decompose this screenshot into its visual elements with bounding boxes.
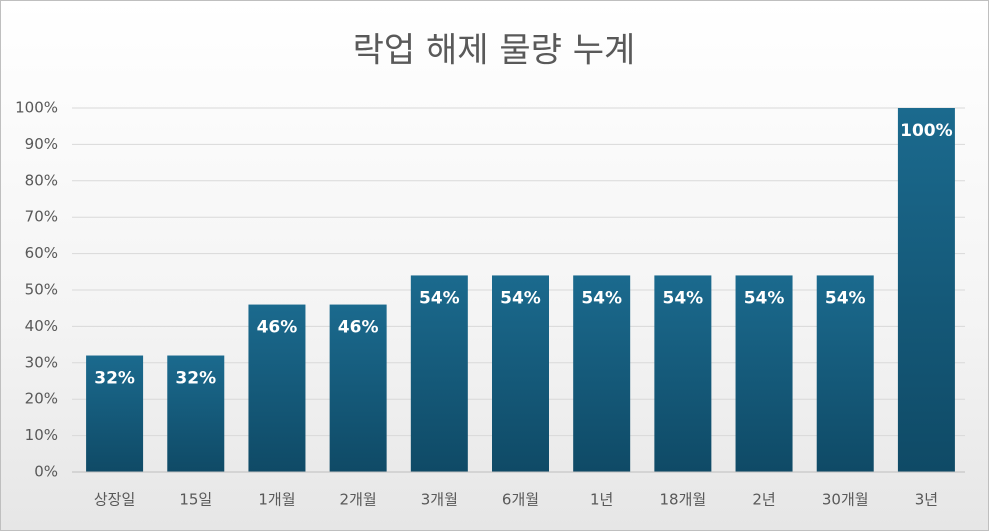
x-tick-label: 18개월	[660, 491, 707, 509]
chart-title: 락업 해제 물량 누계	[353, 31, 636, 71]
data-label: 46%	[257, 318, 298, 338]
data-label: 32%	[94, 369, 135, 389]
y-tick-label: 80%	[25, 171, 58, 189]
data-label: 32%	[175, 369, 216, 389]
y-tick-label: 10%	[25, 426, 58, 444]
data-label: 54%	[500, 288, 541, 308]
x-tick-label: 상장일	[94, 491, 135, 509]
data-label: 54%	[663, 288, 704, 308]
y-tick-label: 90%	[25, 135, 58, 153]
y-tick-label: 40%	[25, 317, 58, 335]
data-label: 54%	[744, 288, 785, 308]
data-label: 100%	[900, 121, 953, 141]
bar	[410, 275, 468, 472]
bar	[329, 304, 387, 472]
y-tick-label: 60%	[25, 244, 58, 262]
x-tick-label: 6개월	[502, 491, 539, 509]
bar	[654, 275, 712, 472]
x-tick-label: 30개월	[822, 491, 869, 509]
y-tick-label: 0%	[34, 463, 58, 481]
x-tick-label: 1년	[590, 491, 613, 509]
bar	[816, 275, 874, 472]
x-tick-label: 1개월	[258, 491, 295, 509]
data-label: 46%	[338, 318, 379, 338]
bar	[248, 304, 306, 472]
data-label: 54%	[825, 288, 866, 308]
x-tick-label: 3개월	[421, 491, 458, 509]
bar	[86, 355, 144, 472]
y-tick-label: 50%	[25, 281, 58, 299]
y-tick-label: 100%	[15, 99, 58, 117]
x-tick-label: 2년	[752, 491, 775, 509]
bar	[167, 355, 225, 472]
x-tick-label: 2개월	[340, 491, 377, 509]
bar	[735, 275, 793, 472]
x-tick-label: 15일	[179, 491, 212, 509]
data-label: 54%	[581, 288, 622, 308]
y-tick-label: 30%	[25, 353, 58, 371]
bar	[573, 275, 631, 472]
y-tick-label: 70%	[25, 208, 58, 226]
bar	[492, 275, 549, 472]
x-tick-label: 3년	[915, 491, 938, 509]
data-label: 54%	[419, 288, 460, 308]
bar	[897, 108, 955, 472]
y-tick-label: 20%	[25, 390, 58, 408]
